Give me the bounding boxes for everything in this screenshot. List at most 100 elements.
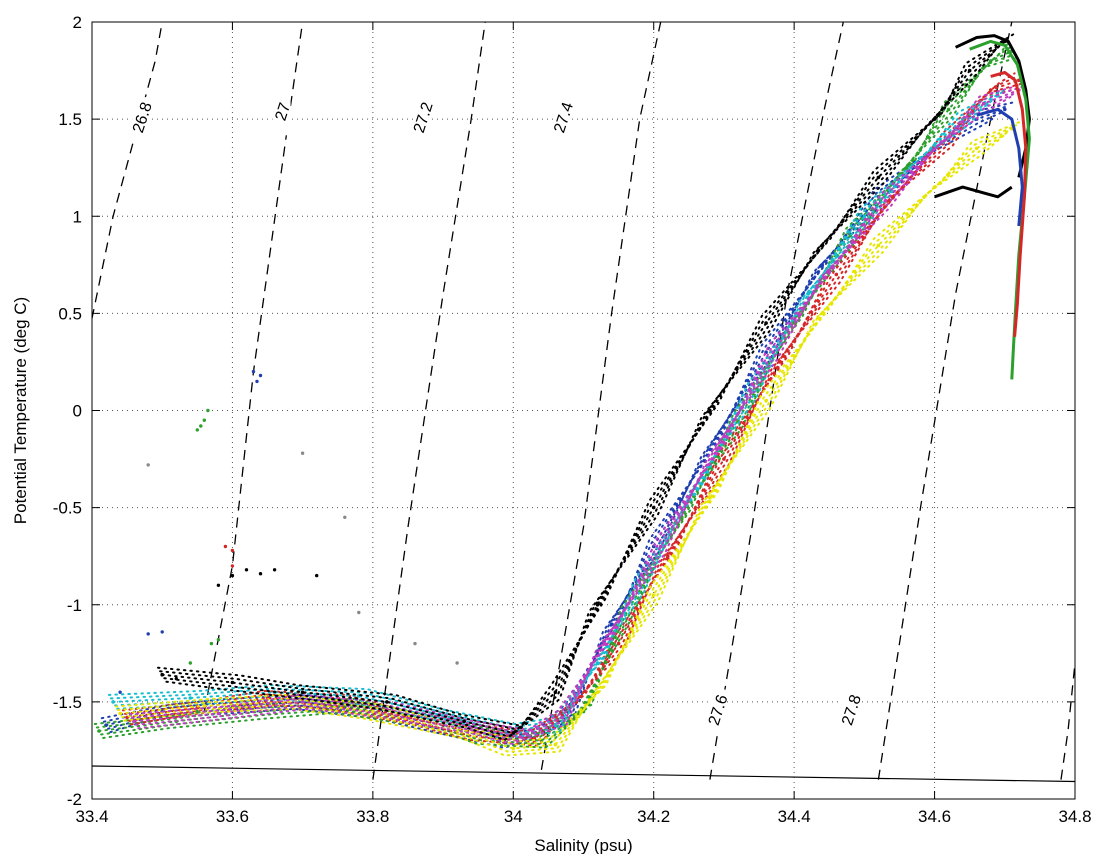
data-point bbox=[946, 107, 951, 112]
freezing-line bbox=[91, 765, 1076, 783]
deep-profile-line bbox=[990, 71, 1028, 337]
data-point bbox=[771, 350, 775, 355]
data-point bbox=[595, 603, 600, 607]
isopycnal-line bbox=[1060, 662, 1075, 780]
data-point bbox=[708, 408, 712, 413]
series-line bbox=[133, 89, 1020, 738]
data-point bbox=[553, 723, 558, 727]
data-point bbox=[651, 593, 656, 597]
scatter-point bbox=[160, 673, 164, 677]
data-point bbox=[876, 175, 881, 180]
y-tick-label: 0.5 bbox=[58, 304, 82, 323]
data-point bbox=[764, 321, 768, 325]
series-line bbox=[137, 96, 1012, 745]
y-tick-label: 1.5 bbox=[58, 110, 82, 129]
scatter-point bbox=[300, 451, 305, 455]
isopycnal-label-bg bbox=[413, 97, 432, 142]
y-tick-label: 1 bbox=[73, 207, 82, 226]
x-tick-label: 34 bbox=[504, 807, 523, 826]
y-tick-label: 0 bbox=[73, 402, 82, 421]
data-point bbox=[188, 696, 193, 700]
series-line bbox=[124, 75, 1018, 737]
data-point bbox=[1003, 107, 1007, 112]
data-point bbox=[827, 268, 832, 273]
data-point bbox=[820, 311, 824, 316]
scatter-point bbox=[199, 424, 203, 428]
data-point bbox=[462, 719, 466, 724]
data-point bbox=[97, 729, 101, 733]
data-point bbox=[932, 185, 937, 189]
axis-ticks: 33.4 33.6 33.8 34 34.2 34.4 34.6 34.8 2 1.5 1 0.5 0 -… bbox=[53, 13, 1092, 826]
data-point bbox=[715, 447, 719, 452]
scatter-point bbox=[343, 515, 347, 519]
scatter-point bbox=[195, 709, 199, 714]
y-tick-label: 2 bbox=[73, 13, 82, 32]
data-point bbox=[722, 457, 726, 461]
scatter-point bbox=[216, 583, 221, 587]
data-point bbox=[967, 68, 972, 73]
data-point bbox=[883, 198, 888, 203]
data-point bbox=[658, 544, 663, 549]
x-tick-label: 34.8 bbox=[1058, 807, 1091, 826]
y-tick-label: -0.5 bbox=[53, 499, 82, 518]
series-line bbox=[100, 53, 1015, 746]
data-point bbox=[553, 690, 558, 694]
data-point bbox=[385, 700, 389, 704]
data-point bbox=[518, 735, 523, 739]
isopycnal-line bbox=[540, 22, 662, 771]
data-point bbox=[680, 515, 684, 520]
series-line bbox=[128, 82, 1022, 744]
data-point bbox=[708, 447, 712, 452]
data-point bbox=[708, 496, 712, 500]
scatter-point bbox=[174, 676, 178, 681]
data-point bbox=[595, 661, 600, 665]
x-axis-label: Salinity (psu) bbox=[534, 836, 632, 854]
data-point bbox=[609, 622, 614, 626]
x-tick-label: 34.4 bbox=[778, 807, 811, 826]
x-tick-label: 34.6 bbox=[918, 807, 951, 826]
data-point bbox=[616, 641, 621, 646]
x-tick-label: 33.4 bbox=[75, 807, 108, 826]
data-series bbox=[93, 33, 1031, 757]
isopycnal-label-bg bbox=[272, 91, 291, 136]
scatter-point bbox=[188, 661, 192, 665]
scatter-point bbox=[118, 690, 122, 694]
isopycnal-label: 27 bbox=[272, 101, 294, 123]
data-point bbox=[511, 746, 516, 751]
isopycnals: 26.8 27 27.2 27.427.6 27.8 bbox=[92, 22, 1075, 780]
data-point bbox=[876, 243, 881, 248]
scatter-point bbox=[251, 369, 256, 374]
scatter-point bbox=[146, 463, 150, 467]
data-point bbox=[595, 690, 600, 694]
data-point bbox=[111, 700, 115, 704]
data-point bbox=[202, 704, 207, 708]
series-line bbox=[114, 120, 1022, 743]
scatter-point bbox=[230, 573, 235, 578]
scatter-point bbox=[244, 568, 249, 572]
data-point bbox=[651, 505, 656, 510]
isopycnal-line bbox=[92, 22, 163, 322]
scatter-point bbox=[160, 630, 164, 634]
data-point bbox=[806, 292, 810, 296]
data-point bbox=[602, 641, 607, 646]
data-point bbox=[118, 711, 122, 716]
series-line bbox=[163, 43, 1002, 738]
series-line bbox=[165, 47, 998, 742]
y-tick-label: -2 bbox=[67, 790, 82, 809]
isopycnal-label-bg bbox=[841, 689, 860, 734]
scatter-point bbox=[209, 641, 214, 646]
series-line bbox=[119, 127, 1013, 750]
deep-profile-line bbox=[976, 107, 1024, 227]
deep-profile-line bbox=[954, 34, 1031, 178]
isopycnal-label-bg bbox=[553, 97, 572, 142]
data-point bbox=[132, 719, 136, 724]
data-point bbox=[560, 715, 565, 720]
scatter-point bbox=[216, 638, 221, 642]
scatter-point bbox=[206, 408, 210, 413]
scatter-point bbox=[195, 428, 199, 432]
data-point bbox=[553, 742, 558, 747]
scatter-point bbox=[357, 610, 361, 615]
y-tick-label: -1.5 bbox=[53, 693, 82, 712]
